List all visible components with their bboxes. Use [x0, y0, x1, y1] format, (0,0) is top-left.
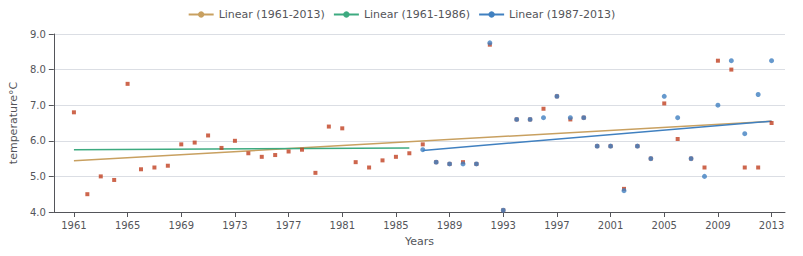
- svg-text:1969: 1969: [169, 220, 194, 231]
- svg-text:1981: 1981: [330, 220, 355, 231]
- svg-text:Years: Years: [404, 235, 434, 248]
- svg-text:Linear (1961-2013): Linear (1961-2013): [219, 8, 325, 21]
- svg-text:1977: 1977: [276, 220, 301, 231]
- svg-text:2001: 2001: [598, 220, 623, 231]
- svg-text:1993: 1993: [491, 220, 516, 231]
- svg-text:1997: 1997: [544, 220, 569, 231]
- svg-text:2009: 2009: [705, 220, 730, 231]
- svg-text:6.0: 6.0: [30, 135, 46, 146]
- svg-text:temperature°C: temperature°C: [7, 82, 20, 165]
- svg-text:9.0: 9.0: [30, 29, 46, 40]
- svg-text:4.0: 4.0: [30, 207, 46, 218]
- svg-text:8.0: 8.0: [30, 64, 46, 75]
- svg-text:1973: 1973: [222, 220, 247, 231]
- svg-text:1985: 1985: [383, 220, 408, 231]
- svg-text:5.0: 5.0: [30, 171, 46, 182]
- svg-text:1961: 1961: [61, 220, 86, 231]
- svg-text:Linear (1987-2013): Linear (1987-2013): [509, 8, 615, 21]
- svg-text:2005: 2005: [652, 220, 677, 231]
- svg-text:1989: 1989: [437, 220, 462, 231]
- svg-text:1965: 1965: [115, 220, 140, 231]
- svg-text:7.0: 7.0: [30, 100, 46, 111]
- svg-text:2013: 2013: [759, 220, 784, 231]
- svg-text:Linear (1961-1986): Linear (1961-1986): [364, 8, 470, 21]
